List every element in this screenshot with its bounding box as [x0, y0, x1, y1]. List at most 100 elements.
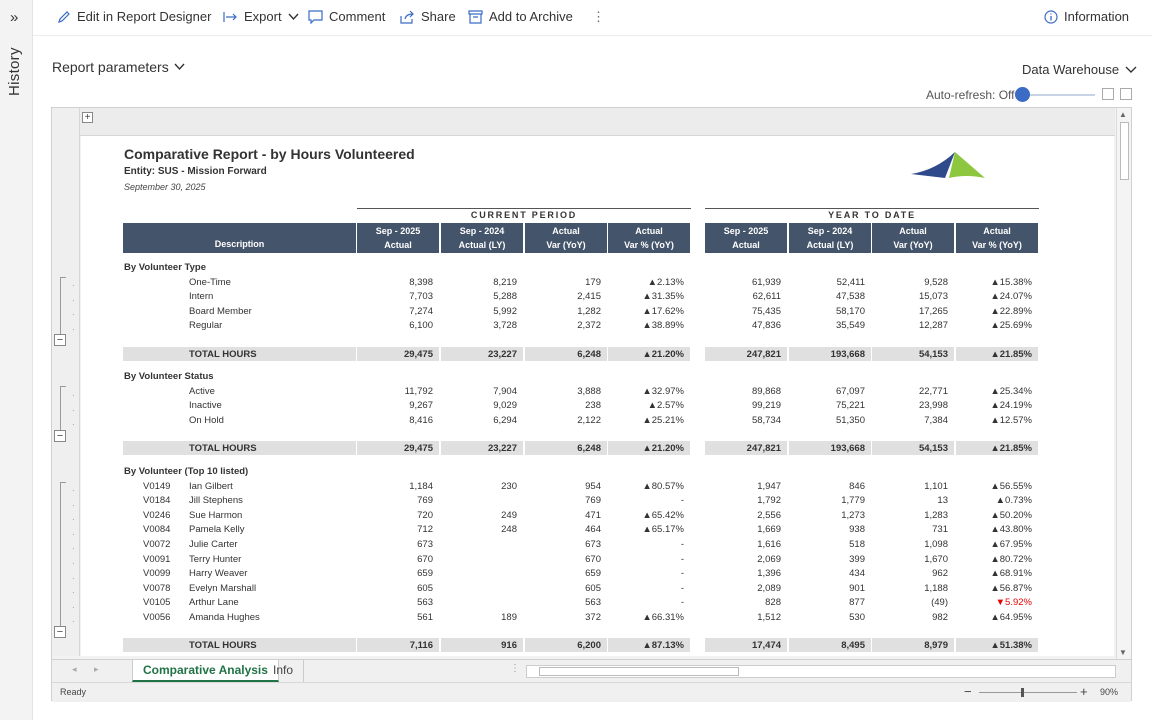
value-cell: 563: [585, 597, 601, 609]
value-cell: 5,992: [493, 305, 517, 317]
column-header-line1: Actual: [635, 226, 663, 236]
column-header: Sep - 2024 Actual (LY): [441, 223, 523, 253]
comment-label: Comment: [329, 9, 386, 24]
value-cell: 399: [849, 553, 865, 565]
variance-percent-cell: ▲0.73%: [995, 495, 1032, 507]
column-header: Actual Var (YoY): [872, 223, 954, 253]
value-cell: 62,611: [752, 291, 781, 303]
history-label[interactable]: History: [6, 47, 23, 96]
value-cell: 1,947: [757, 480, 781, 492]
information-label: Information: [1064, 9, 1130, 24]
row-label: Julie Carter: [189, 539, 238, 550]
horizontal-scrollbar[interactable]: [526, 665, 1116, 678]
row-label: Active: [189, 385, 215, 397]
value-cell: 2,122: [577, 414, 601, 426]
add-to-archive-button[interactable]: Add to Archive: [468, 9, 573, 24]
vertical-scrollbar[interactable]: ▲ ▼: [1116, 108, 1131, 659]
outline-dot: ·: [72, 391, 75, 400]
zoom-slider-thumb[interactable]: [1021, 688, 1024, 697]
collapse-group-button[interactable]: −: [54, 626, 66, 638]
collapse-group-button[interactable]: −: [54, 334, 66, 346]
variance-percent-cell: ▲65.42%: [642, 509, 684, 521]
value-cell: 1,792: [757, 495, 781, 507]
total-bar: [525, 346, 607, 361]
current-period-label: CURRENT PERIOD: [470, 210, 578, 220]
zoom-out-icon[interactable]: −: [964, 684, 972, 699]
row-label: Arthur Lane: [189, 597, 239, 609]
zoom-slider[interactable]: [979, 692, 1077, 693]
horizontal-scroll-thumb[interactable]: [539, 667, 739, 676]
row-label: Jill Stephens: [189, 495, 243, 507]
zoom-in-icon[interactable]: +: [1080, 684, 1088, 699]
row-label: Regular: [189, 320, 223, 332]
total-label: TOTAL HOURS: [189, 443, 257, 454]
row-label: Intern: [189, 291, 214, 303]
popout-icon[interactable]: [1102, 88, 1114, 100]
scroll-down-icon[interactable]: ▼: [1119, 648, 1127, 657]
tab-comparative-analysis[interactable]: Comparative Analysis: [132, 660, 279, 682]
chevron-down-icon: [174, 63, 185, 71]
value-cell: (49): [931, 597, 948, 609]
total-bar: [441, 441, 523, 455]
expand-all-button[interactable]: +: [82, 112, 93, 123]
value-cell: 22,771: [918, 385, 948, 397]
row-volunteer-id: V0184: [143, 495, 171, 507]
data-source-dropdown[interactable]: Data Warehouse: [1022, 62, 1137, 77]
splitter-handle[interactable]: ⋮: [510, 663, 520, 674]
value-cell: 2,372: [577, 320, 601, 332]
variance-percent-cell: ▲56.87%: [990, 582, 1032, 594]
vertical-scroll-thumb[interactable]: [1120, 122, 1129, 180]
year-to-date-label: YEAR TO DATE: [828, 210, 916, 220]
row-volunteer-id: V0084: [143, 524, 171, 536]
comment-icon: [308, 9, 323, 24]
expand-history-icon[interactable]: »: [10, 9, 19, 26]
total-value-cell: 54,153: [918, 443, 948, 454]
report-parameters-toggle[interactable]: Report parameters: [52, 59, 185, 75]
column-header-line1: Sep - 2024: [807, 226, 853, 236]
value-cell: 61,939: [751, 276, 781, 288]
total-bar: [705, 441, 787, 455]
total-bar: [789, 638, 871, 653]
total-value-cell: 23,227: [487, 348, 517, 360]
value-cell: 9,528: [924, 276, 948, 288]
auto-refresh-slider-track[interactable]: [1015, 94, 1095, 96]
export-button[interactable]: Export: [223, 9, 299, 24]
history-rail[interactable]: » History: [0, 0, 33, 720]
variance-percent-cell: -: [680, 495, 684, 507]
comment-button[interactable]: Comment: [308, 9, 385, 24]
scroll-up-icon[interactable]: ▲: [1119, 110, 1127, 119]
tab-scroll-right-icon[interactable]: ▸: [94, 664, 99, 674]
total-value-cell: ▲21.85%: [990, 348, 1032, 360]
value-cell: 3,728: [493, 320, 517, 332]
value-cell: 2,556: [757, 509, 781, 521]
tab-scroll-left-icon[interactable]: ◂: [72, 664, 77, 674]
share-button[interactable]: Share: [400, 9, 456, 24]
more-options-button[interactable]: ⋮: [592, 9, 605, 25]
section-title: By Volunteer (Top 10 listed): [124, 466, 249, 477]
value-cell: 1,616: [757, 539, 781, 550]
row-volunteer-id: V0056: [143, 612, 171, 623]
edit-in-report-designer-button[interactable]: Edit in Report Designer: [57, 9, 211, 24]
column-header-line2: Var % (YoY): [972, 240, 1022, 250]
total-bar: [123, 346, 356, 361]
information-button[interactable]: Information: [1044, 9, 1129, 24]
value-cell: 35,549: [835, 320, 865, 332]
total-value-cell: 8,495: [841, 640, 865, 652]
outline-dot: ·: [72, 281, 75, 290]
collapse-group-button[interactable]: −: [54, 430, 66, 442]
outline-dot: ·: [72, 310, 75, 320]
total-bar: [608, 441, 690, 455]
chevron-down-icon: [288, 13, 299, 20]
row-label: Inactive: [189, 400, 222, 412]
report-title: Comparative Report - by Hours Volunteere…: [124, 146, 415, 162]
outline-bracket: [60, 482, 66, 627]
row-label: Ian Gilbert: [189, 480, 233, 492]
column-header-line2: Actual: [384, 240, 412, 250]
tab-info[interactable]: Info: [263, 660, 305, 682]
value-cell: 954: [585, 480, 601, 492]
grid-icon[interactable]: [1120, 88, 1132, 100]
total-value-cell: 23,227: [487, 443, 517, 454]
value-cell: 605: [585, 582, 601, 594]
auto-refresh-slider-knob[interactable]: [1015, 87, 1030, 102]
archive-label: Add to Archive: [489, 9, 573, 24]
